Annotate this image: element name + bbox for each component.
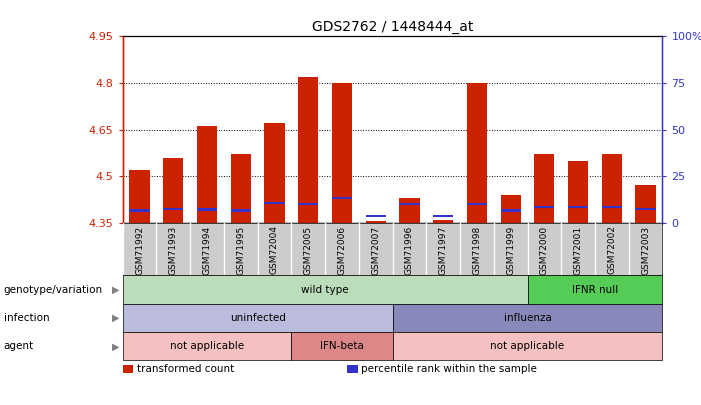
Bar: [332, 197, 352, 199]
Bar: [534, 206, 554, 209]
Bar: [400, 203, 419, 205]
Text: influenza: influenza: [503, 313, 552, 323]
Text: GSM72000: GSM72000: [540, 225, 549, 275]
Bar: [568, 161, 588, 223]
Bar: [433, 220, 454, 223]
Bar: [568, 206, 588, 209]
Bar: [298, 77, 318, 223]
Text: wild type: wild type: [301, 285, 349, 294]
Text: GSM72004: GSM72004: [270, 225, 279, 274]
Bar: [197, 126, 217, 223]
Text: not applicable: not applicable: [170, 341, 244, 351]
Bar: [501, 195, 521, 223]
Bar: [197, 208, 217, 211]
Text: GSM72005: GSM72005: [304, 225, 313, 275]
Bar: [467, 83, 487, 223]
Bar: [467, 203, 487, 205]
Text: GSM72003: GSM72003: [641, 225, 650, 275]
Text: GSM72006: GSM72006: [337, 225, 346, 275]
Text: transformed count: transformed count: [137, 364, 234, 373]
Text: GSM71994: GSM71994: [203, 225, 212, 275]
Text: uninfected: uninfected: [230, 313, 285, 323]
Bar: [433, 215, 454, 217]
Text: genotype/variation: genotype/variation: [4, 285, 102, 294]
Bar: [501, 209, 521, 211]
Bar: [601, 154, 622, 223]
Text: IFN-beta: IFN-beta: [320, 341, 364, 351]
Bar: [298, 203, 318, 205]
Text: GSM71997: GSM71997: [439, 225, 448, 275]
Text: ▶: ▶: [111, 313, 119, 323]
Text: GSM71993: GSM71993: [169, 225, 178, 275]
Bar: [534, 154, 554, 223]
Bar: [636, 207, 655, 210]
Bar: [130, 209, 150, 211]
Bar: [601, 206, 622, 209]
Text: ▶: ▶: [111, 285, 119, 294]
Text: infection: infection: [4, 313, 49, 323]
Bar: [231, 154, 251, 223]
Bar: [130, 170, 150, 223]
Bar: [366, 215, 386, 217]
Bar: [231, 209, 251, 211]
Text: GSM72007: GSM72007: [372, 225, 380, 275]
Text: IFNR null: IFNR null: [572, 285, 618, 294]
Text: GSM71992: GSM71992: [135, 225, 144, 275]
Bar: [636, 185, 655, 223]
Bar: [264, 202, 285, 205]
Bar: [400, 198, 419, 223]
Bar: [332, 83, 352, 223]
Bar: [163, 207, 184, 210]
Bar: [163, 158, 184, 223]
Text: GSM71999: GSM71999: [506, 225, 515, 275]
Text: GSM72002: GSM72002: [607, 225, 616, 274]
Text: percentile rank within the sample: percentile rank within the sample: [361, 364, 537, 373]
Title: GDS2762 / 1448444_at: GDS2762 / 1448444_at: [312, 20, 473, 34]
Text: GSM71996: GSM71996: [405, 225, 414, 275]
Text: ▶: ▶: [111, 341, 119, 351]
Text: GSM71995: GSM71995: [236, 225, 245, 275]
Text: agent: agent: [4, 341, 34, 351]
Text: GSM72001: GSM72001: [573, 225, 583, 275]
Bar: [366, 221, 386, 223]
Bar: [264, 124, 285, 223]
Text: GSM71998: GSM71998: [472, 225, 482, 275]
Text: not applicable: not applicable: [491, 341, 564, 351]
